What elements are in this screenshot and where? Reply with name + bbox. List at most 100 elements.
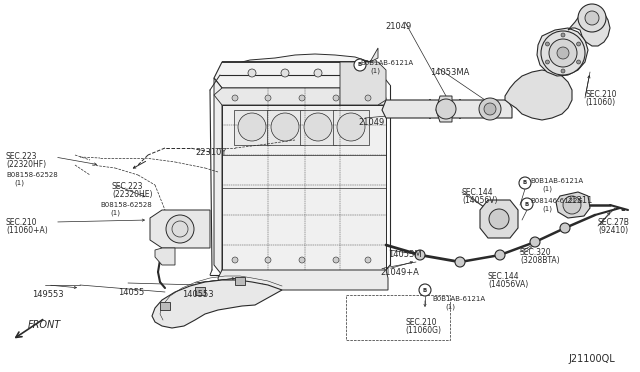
Polygon shape bbox=[480, 200, 518, 238]
Text: (11060): (11060) bbox=[585, 98, 615, 107]
Circle shape bbox=[299, 257, 305, 263]
Text: B: B bbox=[525, 202, 529, 206]
Text: SEC.223: SEC.223 bbox=[6, 152, 38, 161]
Polygon shape bbox=[214, 88, 386, 105]
Circle shape bbox=[248, 69, 256, 77]
Polygon shape bbox=[155, 248, 175, 265]
Polygon shape bbox=[436, 96, 452, 122]
Circle shape bbox=[436, 99, 456, 119]
Circle shape bbox=[557, 47, 569, 59]
Text: 22310Y: 22310Y bbox=[195, 148, 227, 157]
Text: 21311: 21311 bbox=[566, 196, 593, 205]
Polygon shape bbox=[556, 192, 590, 218]
Polygon shape bbox=[505, 70, 572, 120]
Circle shape bbox=[271, 113, 299, 141]
Polygon shape bbox=[214, 78, 222, 275]
Text: B0B1AB-6121A: B0B1AB-6121A bbox=[360, 60, 413, 66]
Circle shape bbox=[495, 250, 505, 260]
Circle shape bbox=[281, 69, 289, 77]
Text: (1): (1) bbox=[542, 186, 552, 192]
Text: 14055: 14055 bbox=[118, 288, 144, 297]
Circle shape bbox=[521, 198, 533, 210]
Text: 21049: 21049 bbox=[358, 118, 384, 127]
Text: SEC.144: SEC.144 bbox=[462, 188, 493, 197]
Text: SEC.144: SEC.144 bbox=[488, 272, 520, 281]
Text: B08158-62528: B08158-62528 bbox=[6, 172, 58, 178]
Text: 140553: 140553 bbox=[182, 290, 214, 299]
Circle shape bbox=[563, 196, 581, 214]
Circle shape bbox=[232, 257, 238, 263]
Polygon shape bbox=[195, 287, 205, 295]
Text: (1): (1) bbox=[370, 68, 380, 74]
Circle shape bbox=[545, 60, 549, 64]
Text: SEC.223: SEC.223 bbox=[112, 182, 143, 191]
Text: (1): (1) bbox=[542, 206, 552, 212]
Circle shape bbox=[519, 177, 531, 189]
Circle shape bbox=[484, 103, 496, 115]
Polygon shape bbox=[537, 28, 588, 76]
Text: (22320HE): (22320HE) bbox=[112, 190, 152, 199]
Text: B: B bbox=[423, 288, 427, 292]
Circle shape bbox=[347, 69, 355, 77]
Text: B0B1AB-6121A: B0B1AB-6121A bbox=[530, 178, 583, 184]
Circle shape bbox=[545, 42, 549, 46]
Text: SEC.210: SEC.210 bbox=[6, 218, 38, 227]
Text: SEC.320: SEC.320 bbox=[520, 248, 552, 257]
Text: B08146-6122G: B08146-6122G bbox=[530, 198, 583, 204]
Polygon shape bbox=[150, 210, 210, 248]
Polygon shape bbox=[300, 110, 336, 145]
Polygon shape bbox=[214, 62, 378, 88]
Text: (1): (1) bbox=[445, 304, 455, 311]
Text: (11060G): (11060G) bbox=[405, 326, 441, 335]
Circle shape bbox=[166, 215, 194, 243]
Text: SEC.210: SEC.210 bbox=[585, 90, 616, 99]
Text: 14053MA: 14053MA bbox=[430, 68, 469, 77]
Circle shape bbox=[549, 39, 577, 67]
Circle shape bbox=[479, 98, 501, 120]
Text: SEC.210: SEC.210 bbox=[405, 318, 436, 327]
Polygon shape bbox=[340, 62, 386, 105]
Circle shape bbox=[333, 95, 339, 101]
Circle shape bbox=[578, 4, 606, 32]
Polygon shape bbox=[218, 270, 388, 290]
Text: 21049+A: 21049+A bbox=[380, 268, 419, 277]
Circle shape bbox=[299, 95, 305, 101]
Circle shape bbox=[561, 33, 565, 37]
Circle shape bbox=[577, 60, 580, 64]
Circle shape bbox=[455, 257, 465, 267]
Polygon shape bbox=[234, 110, 270, 145]
Circle shape bbox=[489, 209, 509, 229]
Circle shape bbox=[365, 257, 371, 263]
Circle shape bbox=[530, 237, 540, 247]
Circle shape bbox=[541, 31, 585, 75]
Polygon shape bbox=[235, 277, 245, 285]
Text: 149553: 149553 bbox=[32, 290, 63, 299]
Polygon shape bbox=[160, 302, 170, 310]
Circle shape bbox=[354, 59, 366, 71]
Circle shape bbox=[238, 113, 266, 141]
Polygon shape bbox=[568, 8, 610, 46]
Text: (14056VA): (14056VA) bbox=[488, 280, 528, 289]
Polygon shape bbox=[382, 100, 512, 118]
Text: (3208BTA): (3208BTA) bbox=[520, 256, 559, 265]
Polygon shape bbox=[222, 105, 386, 270]
Text: (14056V): (14056V) bbox=[462, 196, 497, 205]
Circle shape bbox=[577, 42, 580, 46]
Text: B0B1AB-6121A: B0B1AB-6121A bbox=[432, 296, 485, 302]
Text: 14053M: 14053M bbox=[388, 250, 422, 259]
Circle shape bbox=[265, 257, 271, 263]
Circle shape bbox=[265, 95, 271, 101]
Text: (1): (1) bbox=[110, 210, 120, 217]
Circle shape bbox=[337, 113, 365, 141]
Polygon shape bbox=[152, 280, 282, 328]
Circle shape bbox=[333, 257, 339, 263]
Text: SEC.27B: SEC.27B bbox=[598, 218, 630, 227]
Polygon shape bbox=[222, 48, 378, 62]
Circle shape bbox=[304, 113, 332, 141]
Polygon shape bbox=[220, 54, 382, 96]
Circle shape bbox=[419, 284, 431, 296]
Text: J21100QL: J21100QL bbox=[568, 354, 615, 364]
Polygon shape bbox=[333, 110, 369, 145]
Polygon shape bbox=[267, 110, 303, 145]
Circle shape bbox=[232, 95, 238, 101]
